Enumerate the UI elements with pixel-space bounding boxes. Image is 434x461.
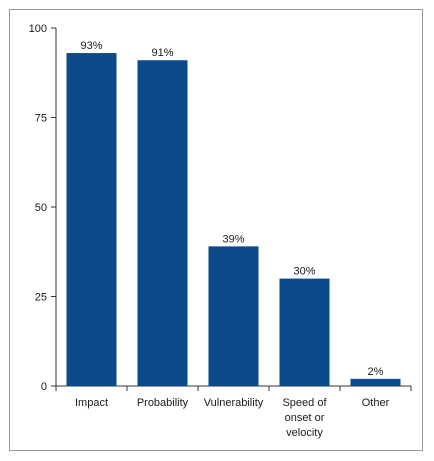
data-labels: 93% 91% 39% 30% 2% (80, 40, 383, 378)
category-label: Speed of (282, 397, 327, 409)
y-tick-label: 25 (35, 292, 47, 304)
category-label: Impact (75, 397, 108, 409)
bar (279, 278, 330, 386)
category-label: Vulnerability (204, 397, 264, 409)
bar-value-label: 30% (293, 266, 315, 278)
bar-value-label: 93% (80, 40, 102, 52)
chart-bars (66, 53, 401, 387)
x-axis-labels: Impact Probability Vulnerability Speed of on… (75, 397, 390, 439)
bar-value-label: 91% (151, 47, 173, 59)
y-tick-label: 50 (35, 202, 47, 214)
y-tick-label: 75 (35, 113, 47, 125)
bar (208, 246, 259, 386)
category-label: onset or (285, 412, 325, 424)
y-tick-label: 0 (41, 381, 47, 393)
category-label: Probability (137, 397, 189, 409)
category-label: Other (362, 397, 390, 409)
bar-value-label: 2% (368, 366, 384, 378)
bar (66, 53, 117, 387)
y-axis-ticks: 0 25 50 75 100 (29, 23, 56, 393)
category-label: velocity (286, 427, 323, 439)
bar (137, 60, 188, 386)
y-tick-label: 100 (29, 23, 47, 35)
bar (350, 378, 401, 386)
bar-value-label: 39% (222, 233, 244, 245)
